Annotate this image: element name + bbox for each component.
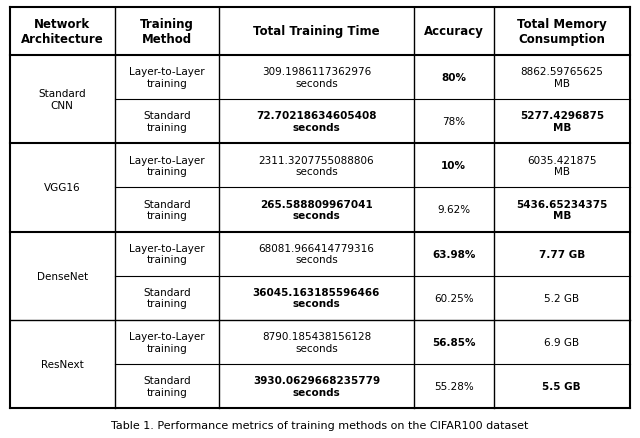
Text: Standard
CNN: Standard CNN (38, 89, 86, 111)
Text: 10%: 10% (441, 161, 467, 171)
Text: 3930.0629668235779
seconds: 3930.0629668235779 seconds (253, 375, 380, 397)
Text: 5.5 GB: 5.5 GB (543, 381, 581, 391)
Text: Standard
training: Standard training (143, 199, 191, 221)
Text: 6035.421875
MB: 6035.421875 MB (527, 155, 596, 177)
Text: 68081.966414779316
seconds: 68081.966414779316 seconds (259, 243, 374, 265)
Text: VGG16: VGG16 (44, 183, 81, 193)
Text: 56.85%: 56.85% (432, 337, 476, 347)
Text: 5.2 GB: 5.2 GB (544, 293, 579, 303)
Text: 6.9 GB: 6.9 GB (544, 337, 579, 347)
Text: Table 1. Performance metrics of training methods on the CIFAR100 dataset: Table 1. Performance metrics of training… (111, 420, 529, 430)
Text: 7.77 GB: 7.77 GB (539, 249, 585, 259)
Text: Network
Architecture: Network Architecture (21, 18, 104, 46)
Text: 78%: 78% (442, 117, 465, 127)
Text: 9.62%: 9.62% (437, 205, 470, 215)
Text: 8790.185438156128
seconds: 8790.185438156128 seconds (262, 331, 371, 353)
Text: Layer-to-Layer
training: Layer-to-Layer training (129, 67, 205, 88)
Text: 80%: 80% (441, 73, 467, 83)
Text: 2311.3207755088806
seconds: 2311.3207755088806 seconds (259, 155, 374, 177)
Text: Training
Method: Training Method (140, 18, 194, 46)
Text: 309.1986117362976
seconds: 309.1986117362976 seconds (262, 67, 371, 88)
Text: 63.98%: 63.98% (432, 249, 476, 259)
Text: Layer-to-Layer
training: Layer-to-Layer training (129, 155, 205, 177)
Text: 60.25%: 60.25% (434, 293, 474, 303)
Text: Total Memory
Consumption: Total Memory Consumption (517, 18, 607, 46)
Text: 265.588809967041
seconds: 265.588809967041 seconds (260, 199, 373, 221)
Text: Total Training Time: Total Training Time (253, 25, 380, 39)
Text: Layer-to-Layer
training: Layer-to-Layer training (129, 331, 205, 353)
Text: Standard
training: Standard training (143, 111, 191, 133)
Text: Standard
training: Standard training (143, 375, 191, 397)
Text: 36045.163185596466
seconds: 36045.163185596466 seconds (253, 287, 380, 309)
Text: 5277.4296875
MB: 5277.4296875 MB (520, 111, 604, 133)
Text: Accuracy: Accuracy (424, 25, 484, 39)
Text: 72.70218634605408
seconds: 72.70218634605408 seconds (256, 111, 377, 133)
Text: DenseNet: DenseNet (36, 271, 88, 281)
Text: 8862.59765625
MB: 8862.59765625 MB (520, 67, 604, 88)
Text: 5436.65234375
MB: 5436.65234375 MB (516, 199, 607, 221)
Text: 55.28%: 55.28% (434, 381, 474, 391)
Text: Layer-to-Layer
training: Layer-to-Layer training (129, 243, 205, 265)
Text: Standard
training: Standard training (143, 287, 191, 309)
Text: ResNext: ResNext (41, 359, 84, 369)
